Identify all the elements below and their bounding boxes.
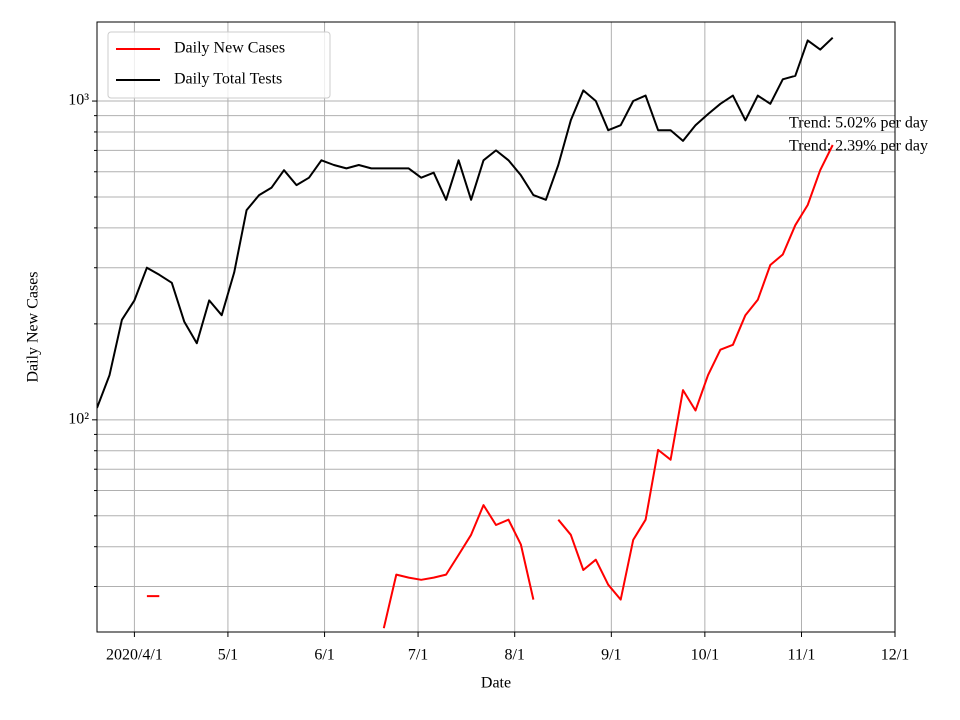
plot-frame (96, 21, 896, 633)
x-tick-label: 7/1 (408, 647, 428, 664)
x-tick-label: 2020/4/1 (106, 647, 163, 664)
x-tick-label: 11/1 (788, 647, 816, 664)
x-axis-label: Date (481, 675, 511, 692)
legend-box (107, 31, 331, 99)
x-tick-label: 9/1 (601, 647, 621, 664)
legend-label: Daily Total Tests (174, 71, 282, 88)
data-line (146, 144, 834, 629)
y-axis-label: Daily New Cases (25, 271, 42, 382)
annotation: Trend: 2.39% per day (789, 138, 928, 155)
x-tick-label: 5/1 (218, 647, 238, 664)
y-tick-label: 10³ (68, 92, 89, 109)
y-tick-label: 10² (68, 411, 89, 428)
plot-lines (97, 36, 834, 629)
x-tick-label: 10/1 (691, 647, 719, 664)
legend-label: Daily New Cases (174, 40, 285, 57)
grid (97, 22, 896, 632)
x-tick-label: 6/1 (314, 647, 334, 664)
data-line (97, 36, 834, 409)
x-tick-label: 12/1 (881, 647, 909, 664)
legend: Daily New Cases Daily Total Tests (107, 31, 331, 99)
annotation: Trend: 5.02% per day (789, 115, 928, 132)
x-tick-label: 8/1 (504, 647, 524, 664)
